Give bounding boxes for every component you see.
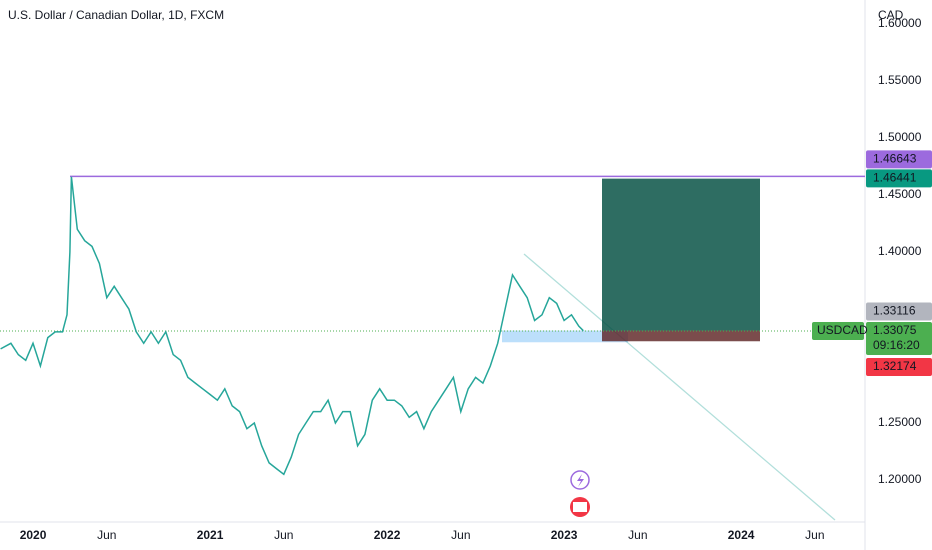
- x-tick-label: Jun: [97, 528, 116, 542]
- x-tick-label: 2020: [20, 528, 47, 542]
- flag-icon: [573, 502, 587, 512]
- profit-zone: [602, 178, 760, 331]
- stop-badge-bg: [866, 357, 932, 376]
- y-tick-label: 1.55000: [878, 73, 922, 87]
- currency-label: CAD: [878, 8, 904, 22]
- price-series: [0, 176, 584, 476]
- resistance-badge: 1.46643: [873, 151, 917, 165]
- y-tick-label: 1.25000: [878, 415, 922, 429]
- last-badge-bg: [866, 321, 932, 355]
- lightning-icon: [577, 474, 584, 487]
- chart-title: U.S. Dollar / Canadian Dollar, 1D, FXCM: [8, 8, 224, 22]
- symbol-badge-bg: [812, 321, 864, 340]
- last-price: 1.33075: [873, 323, 917, 337]
- y-tick-label: 1.20000: [878, 472, 922, 486]
- x-tick-label: 2022: [374, 528, 401, 542]
- target-badge-bg: [866, 169, 932, 188]
- y-tick-label: 1.45000: [878, 187, 922, 201]
- x-tick-label: Jun: [451, 528, 470, 542]
- symbol-label: USDCAD: [817, 323, 868, 337]
- x-tick-label: Jun: [274, 528, 293, 542]
- entry-badge-bg: [866, 302, 932, 321]
- price-line: [0, 176, 584, 476]
- entry-badge: 1.33116: [873, 304, 916, 318]
- x-tick-label: 2023: [551, 528, 578, 542]
- drawings: [0, 175, 865, 343]
- support-zone: [502, 330, 628, 343]
- x-tick-label: 2024: [728, 528, 755, 542]
- resistance-badge-bg: [866, 150, 932, 169]
- target-badge: 1.46441: [873, 170, 917, 184]
- y-tick-label: 1.50000: [878, 130, 922, 144]
- trend-line: [523, 253, 836, 521]
- y-tick-label: 1.40000: [878, 244, 922, 258]
- stop-badge: 1.32174: [873, 359, 917, 373]
- x-tick-label: Jun: [628, 528, 647, 542]
- y-tick-label: 1.60000: [878, 16, 922, 30]
- countdown: 09:16:20: [873, 338, 920, 352]
- loss-zone: [602, 330, 760, 342]
- x-tick-label: Jun: [805, 528, 824, 542]
- x-tick-label: 2021: [197, 528, 224, 542]
